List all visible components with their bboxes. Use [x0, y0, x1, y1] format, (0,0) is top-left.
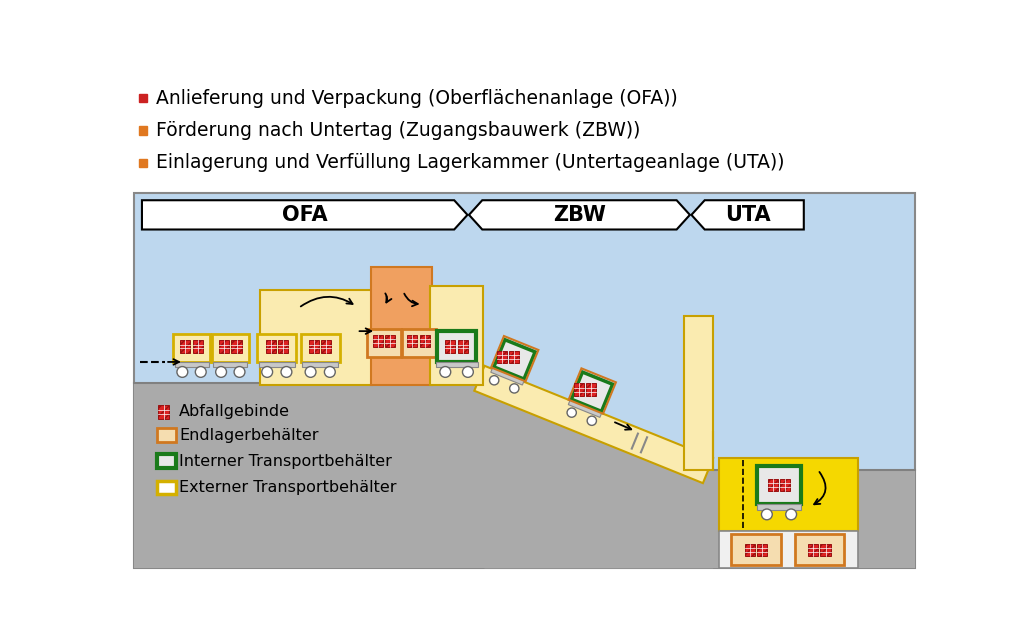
Bar	[808, 544, 818, 556]
Bar	[587, 383, 597, 396]
Bar	[445, 340, 456, 352]
Bar	[768, 479, 778, 491]
Circle shape	[510, 384, 519, 393]
Text: Förderung nach Untertag (Zugangsbauwerk (ZBW)): Förderung nach Untertag (Zugangsbauwerk …	[156, 121, 640, 140]
Circle shape	[762, 509, 772, 520]
Text: OFA: OFA	[282, 205, 328, 225]
Bar	[278, 340, 288, 352]
Circle shape	[216, 367, 226, 377]
Polygon shape	[367, 329, 400, 356]
Circle shape	[325, 367, 335, 377]
Polygon shape	[212, 334, 249, 362]
Polygon shape	[719, 458, 858, 532]
Polygon shape	[719, 532, 858, 568]
Polygon shape	[484, 383, 713, 568]
Circle shape	[587, 416, 596, 426]
Bar	[385, 335, 395, 347]
Polygon shape	[795, 534, 844, 565]
Polygon shape	[372, 267, 432, 385]
Polygon shape	[684, 316, 713, 470]
Bar	[139, 159, 147, 167]
Polygon shape	[435, 362, 477, 367]
Polygon shape	[260, 290, 372, 385]
Circle shape	[234, 367, 245, 377]
Bar	[744, 544, 755, 556]
Polygon shape	[142, 200, 467, 229]
Text: Endlagerbehälter: Endlagerbehälter	[179, 428, 318, 442]
Circle shape	[281, 367, 292, 377]
Polygon shape	[158, 480, 176, 494]
Polygon shape	[759, 467, 799, 503]
Text: Anlieferung und Verpackung (Oberflächenanlage (OFA)): Anlieferung und Verpackung (Oberflächena…	[156, 89, 678, 108]
Bar	[509, 351, 519, 363]
Polygon shape	[257, 334, 296, 362]
Polygon shape	[571, 372, 612, 412]
Bar	[820, 544, 830, 556]
Polygon shape	[259, 362, 295, 367]
Polygon shape	[494, 340, 536, 379]
Polygon shape	[301, 334, 340, 362]
Polygon shape	[173, 334, 210, 362]
Circle shape	[567, 408, 577, 417]
Polygon shape	[158, 428, 176, 442]
Text: UTA: UTA	[725, 205, 770, 225]
Text: Interner Transportbehälter: Interner Transportbehälter	[179, 454, 392, 469]
Bar	[158, 405, 169, 419]
Bar	[309, 340, 319, 352]
Text: Abfallgebinde: Abfallgebinde	[179, 404, 290, 419]
Bar	[780, 479, 791, 491]
Polygon shape	[758, 466, 801, 505]
Text: Externer Transportbehälter: Externer Transportbehälter	[179, 480, 396, 495]
Circle shape	[196, 367, 206, 377]
Bar	[408, 335, 418, 347]
Circle shape	[785, 509, 797, 520]
Bar	[139, 126, 147, 135]
Polygon shape	[490, 367, 524, 385]
Polygon shape	[158, 455, 176, 468]
Bar	[180, 340, 190, 352]
Bar	[139, 94, 147, 103]
Polygon shape	[731, 534, 780, 565]
Bar	[322, 340, 332, 352]
Circle shape	[305, 367, 316, 377]
Circle shape	[440, 367, 451, 377]
Text: ZBW: ZBW	[553, 205, 606, 225]
Bar	[231, 340, 242, 352]
Polygon shape	[757, 505, 802, 510]
Polygon shape	[174, 362, 209, 367]
Polygon shape	[713, 470, 915, 568]
Polygon shape	[134, 193, 915, 568]
Polygon shape	[401, 329, 435, 356]
Bar	[497, 351, 507, 363]
Circle shape	[489, 376, 499, 385]
Bar	[420, 335, 430, 347]
Polygon shape	[691, 200, 804, 229]
Bar	[219, 340, 229, 352]
Bar	[265, 340, 275, 352]
Polygon shape	[302, 362, 338, 367]
Circle shape	[262, 367, 272, 377]
Circle shape	[177, 367, 187, 377]
Polygon shape	[568, 399, 602, 417]
Polygon shape	[134, 383, 484, 568]
Polygon shape	[430, 286, 483, 385]
Bar	[757, 544, 767, 556]
Text: Einlagerung und Verfüllung Lagerkammer (Untertageanlage (UTA)): Einlagerung und Verfüllung Lagerkammer (…	[156, 153, 784, 173]
Circle shape	[463, 367, 473, 377]
Polygon shape	[469, 200, 690, 229]
Polygon shape	[474, 366, 713, 483]
Bar	[373, 335, 383, 347]
Polygon shape	[437, 331, 476, 362]
Bar	[574, 383, 584, 396]
Bar	[193, 340, 203, 352]
Bar	[458, 340, 468, 352]
Polygon shape	[213, 362, 248, 367]
